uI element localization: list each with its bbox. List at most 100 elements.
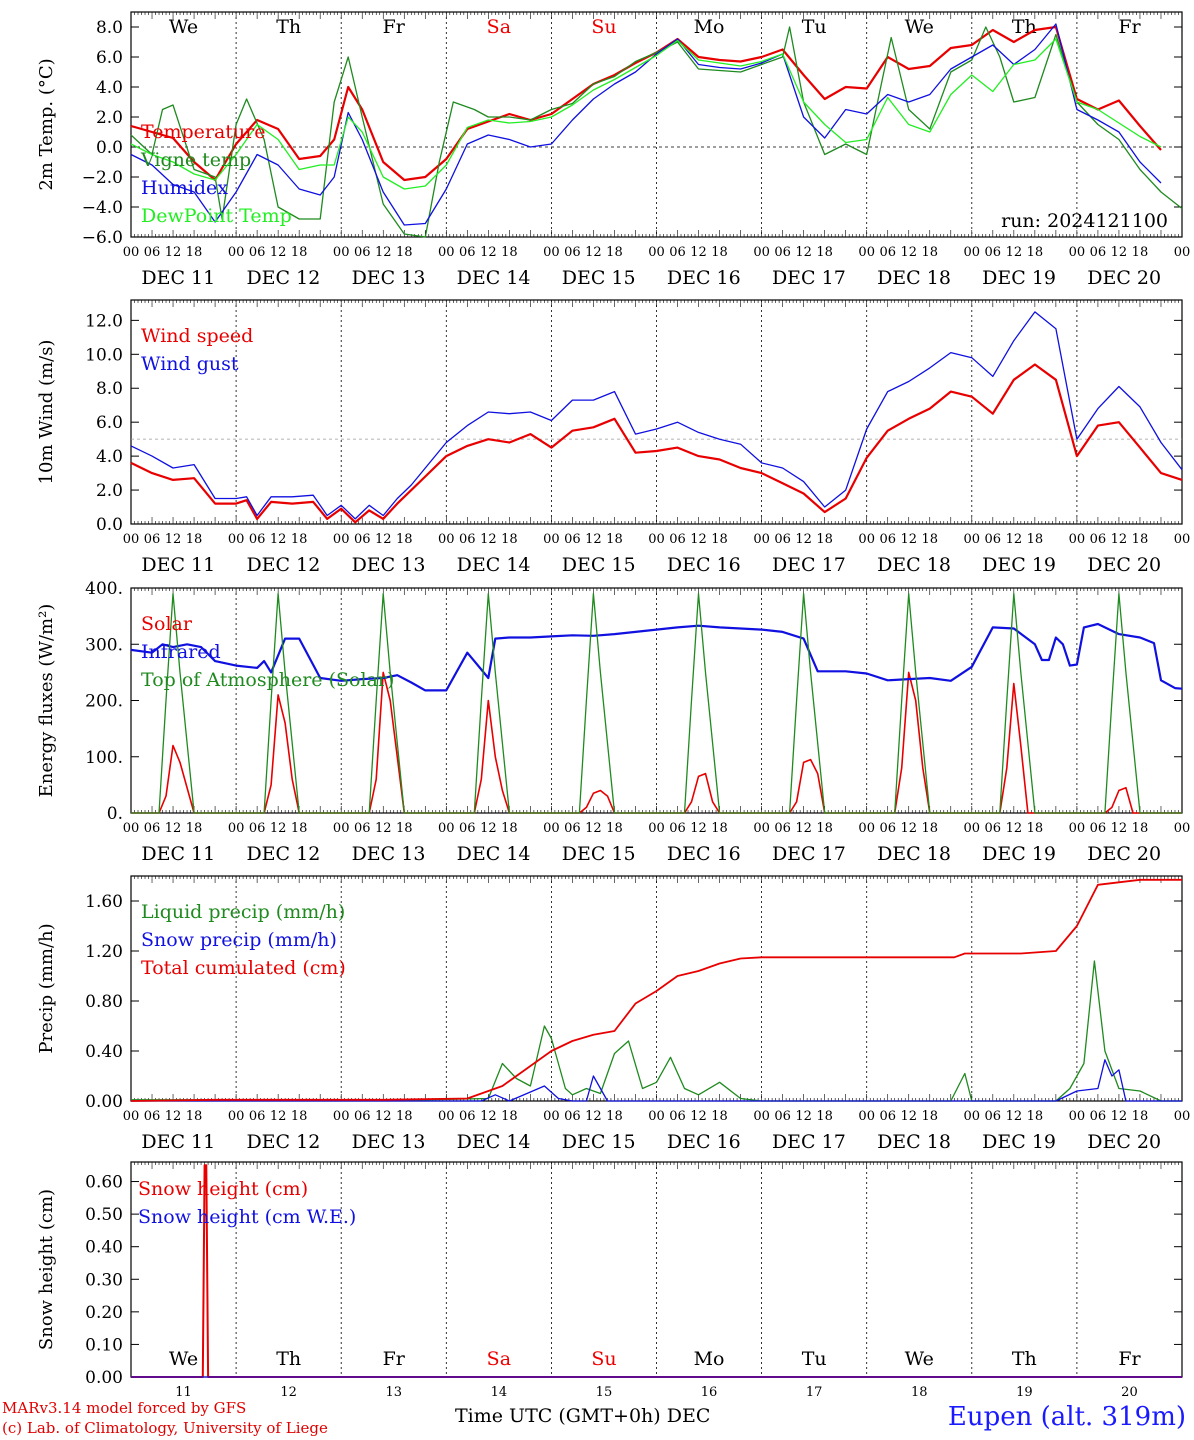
liquid-precip-mm-h-line	[131, 960, 1182, 1102]
hour-tick-label: 00	[123, 1109, 140, 1124]
hour-tick-label: 00	[333, 245, 350, 260]
date-label: DEC 20	[1087, 1131, 1161, 1153]
vigne-temp-line	[130, 26, 1183, 238]
legend-entry: Top of Atmosphere (Solar)	[141, 669, 394, 691]
date-label: DEC 19	[982, 843, 1056, 865]
y-axis-label: Energy fluxes (W/m²)	[36, 604, 57, 798]
hour-tick-label: 12	[480, 1109, 497, 1124]
legend-entry: Solar	[141, 613, 193, 635]
hour-tick-label: 12	[585, 1109, 602, 1124]
hour-tick-label: 06	[774, 1109, 791, 1124]
hour-tick-label: 06	[564, 1109, 581, 1124]
day-name: Fr	[1118, 16, 1141, 38]
hour-tick-label: 18	[1027, 1109, 1044, 1124]
hour-tick-label: 00	[1069, 821, 1086, 836]
hour-tick-label: 12	[690, 532, 707, 547]
day-number: 11	[175, 1385, 192, 1400]
y-tick-label: 1.20	[85, 942, 123, 962]
hour-tick-label: 06	[774, 245, 791, 260]
date-label: DEC 17	[772, 554, 846, 576]
hour-tick-label: 18	[396, 245, 413, 260]
hour-tick-label: 18	[711, 245, 728, 260]
y-tick-label: 10.0	[85, 345, 123, 365]
hour-tick-label: 00	[1174, 821, 1191, 836]
hour-tick-label: 00	[333, 821, 350, 836]
hour-tick-label: 12	[375, 245, 392, 260]
hour-tick-label: 00	[543, 245, 560, 260]
hour-tick-label: 18	[606, 1109, 623, 1124]
hour-tick-label: 06	[564, 821, 581, 836]
hour-tick-label: 06	[879, 532, 896, 547]
day-number: 17	[806, 1385, 823, 1400]
day-name: Tu	[802, 16, 827, 38]
hour-tick-label: 06	[249, 532, 266, 547]
hour-tick-label: 00	[1069, 1109, 1086, 1124]
day-name: We	[905, 1348, 934, 1370]
legend-entry: Temperature	[141, 121, 265, 143]
y-tick-label: 0.30	[85, 1270, 123, 1290]
date-label: DEC 14	[457, 267, 531, 289]
y-tick-label: 0.40	[85, 1238, 123, 1258]
hour-tick-label: 00	[858, 245, 875, 260]
date-label: DEC 20	[1087, 267, 1161, 289]
hour-tick-label: 06	[669, 245, 686, 260]
dewpoint-temp-line	[130, 38, 1162, 190]
hour-tick-label: 18	[816, 1109, 833, 1124]
y-axis-label: 2m Temp. (°C)	[36, 58, 57, 190]
y-axis-label: 10m Wind (m/s)	[36, 340, 57, 485]
day-name: Th	[276, 1348, 301, 1370]
y-tick-label: 6.0	[96, 413, 123, 433]
location-label: Eupen (alt. 319m)	[947, 1402, 1186, 1432]
y-tick-label: 0.00	[85, 1368, 123, 1388]
hour-tick-label: 00	[438, 1109, 455, 1124]
hour-tick-label: 12	[375, 1109, 392, 1124]
day-name: Fr	[383, 1348, 406, 1370]
date-label: DEC 12	[246, 1131, 320, 1153]
legend-entry: Wind gust	[141, 353, 239, 375]
hour-tick-label: 06	[354, 245, 371, 260]
date-label: DEC 14	[457, 843, 531, 865]
y-tick-label: 200.	[85, 692, 123, 712]
hour-tick-label: 06	[354, 532, 371, 547]
meteogram: −6.0 −4.0 −2.0 0.0 2.0 4.0 6.0 8.0 2m Temp. (°C)…	[36, 11, 1191, 1400]
hour-tick-label: 12	[270, 245, 287, 260]
hour-tick-label: 00	[964, 532, 981, 547]
hour-tick-label: 12	[165, 1109, 182, 1124]
y-tick-label: 12.0	[85, 311, 123, 331]
hour-tick-label: 06	[144, 821, 161, 836]
hour-tick-label: 06	[144, 532, 161, 547]
hour-tick-label: 12	[690, 1109, 707, 1124]
hour-tick-label: 06	[249, 821, 266, 836]
hour-tick-label: 12	[375, 532, 392, 547]
y-tick-label: 100.	[85, 748, 123, 768]
hour-tick-label: 12	[480, 245, 497, 260]
date-label: DEC 20	[1087, 843, 1161, 865]
hour-tick-label: 12	[690, 245, 707, 260]
hour-tick-label: 18	[186, 532, 203, 547]
hour-tick-label: 00	[228, 245, 245, 260]
hour-tick-label: 12	[1006, 821, 1023, 836]
hour-tick-label: 06	[669, 532, 686, 547]
hour-tick-label: 06	[1090, 532, 1107, 547]
legend-entry: Snow height (cm W.E.)	[138, 1206, 356, 1228]
day-name: We	[905, 16, 934, 38]
date-label: DEC 16	[667, 843, 741, 865]
hour-tick-label: 06	[1090, 821, 1107, 836]
hour-tick-label: 18	[1027, 245, 1044, 260]
day-number: 12	[280, 1385, 297, 1400]
hour-tick-label: 06	[879, 821, 896, 836]
hour-tick-label: 00	[753, 1109, 770, 1124]
date-label: DEC 17	[772, 843, 846, 865]
date-label: DEC 13	[352, 554, 426, 576]
date-label: DEC 11	[141, 843, 215, 865]
hour-tick-label: 12	[900, 1109, 917, 1124]
day-name: Tu	[802, 1348, 827, 1370]
hour-tick-label: 00	[123, 245, 140, 260]
day-number: 19	[1016, 1385, 1033, 1400]
hour-tick-label: 12	[1111, 245, 1128, 260]
legend-entry: Snow height (cm)	[138, 1178, 308, 1200]
hour-tick-label: 06	[459, 821, 476, 836]
day-name: We	[169, 16, 198, 38]
hour-tick-label: 12	[690, 821, 707, 836]
hour-tick-label: 06	[354, 1109, 371, 1124]
